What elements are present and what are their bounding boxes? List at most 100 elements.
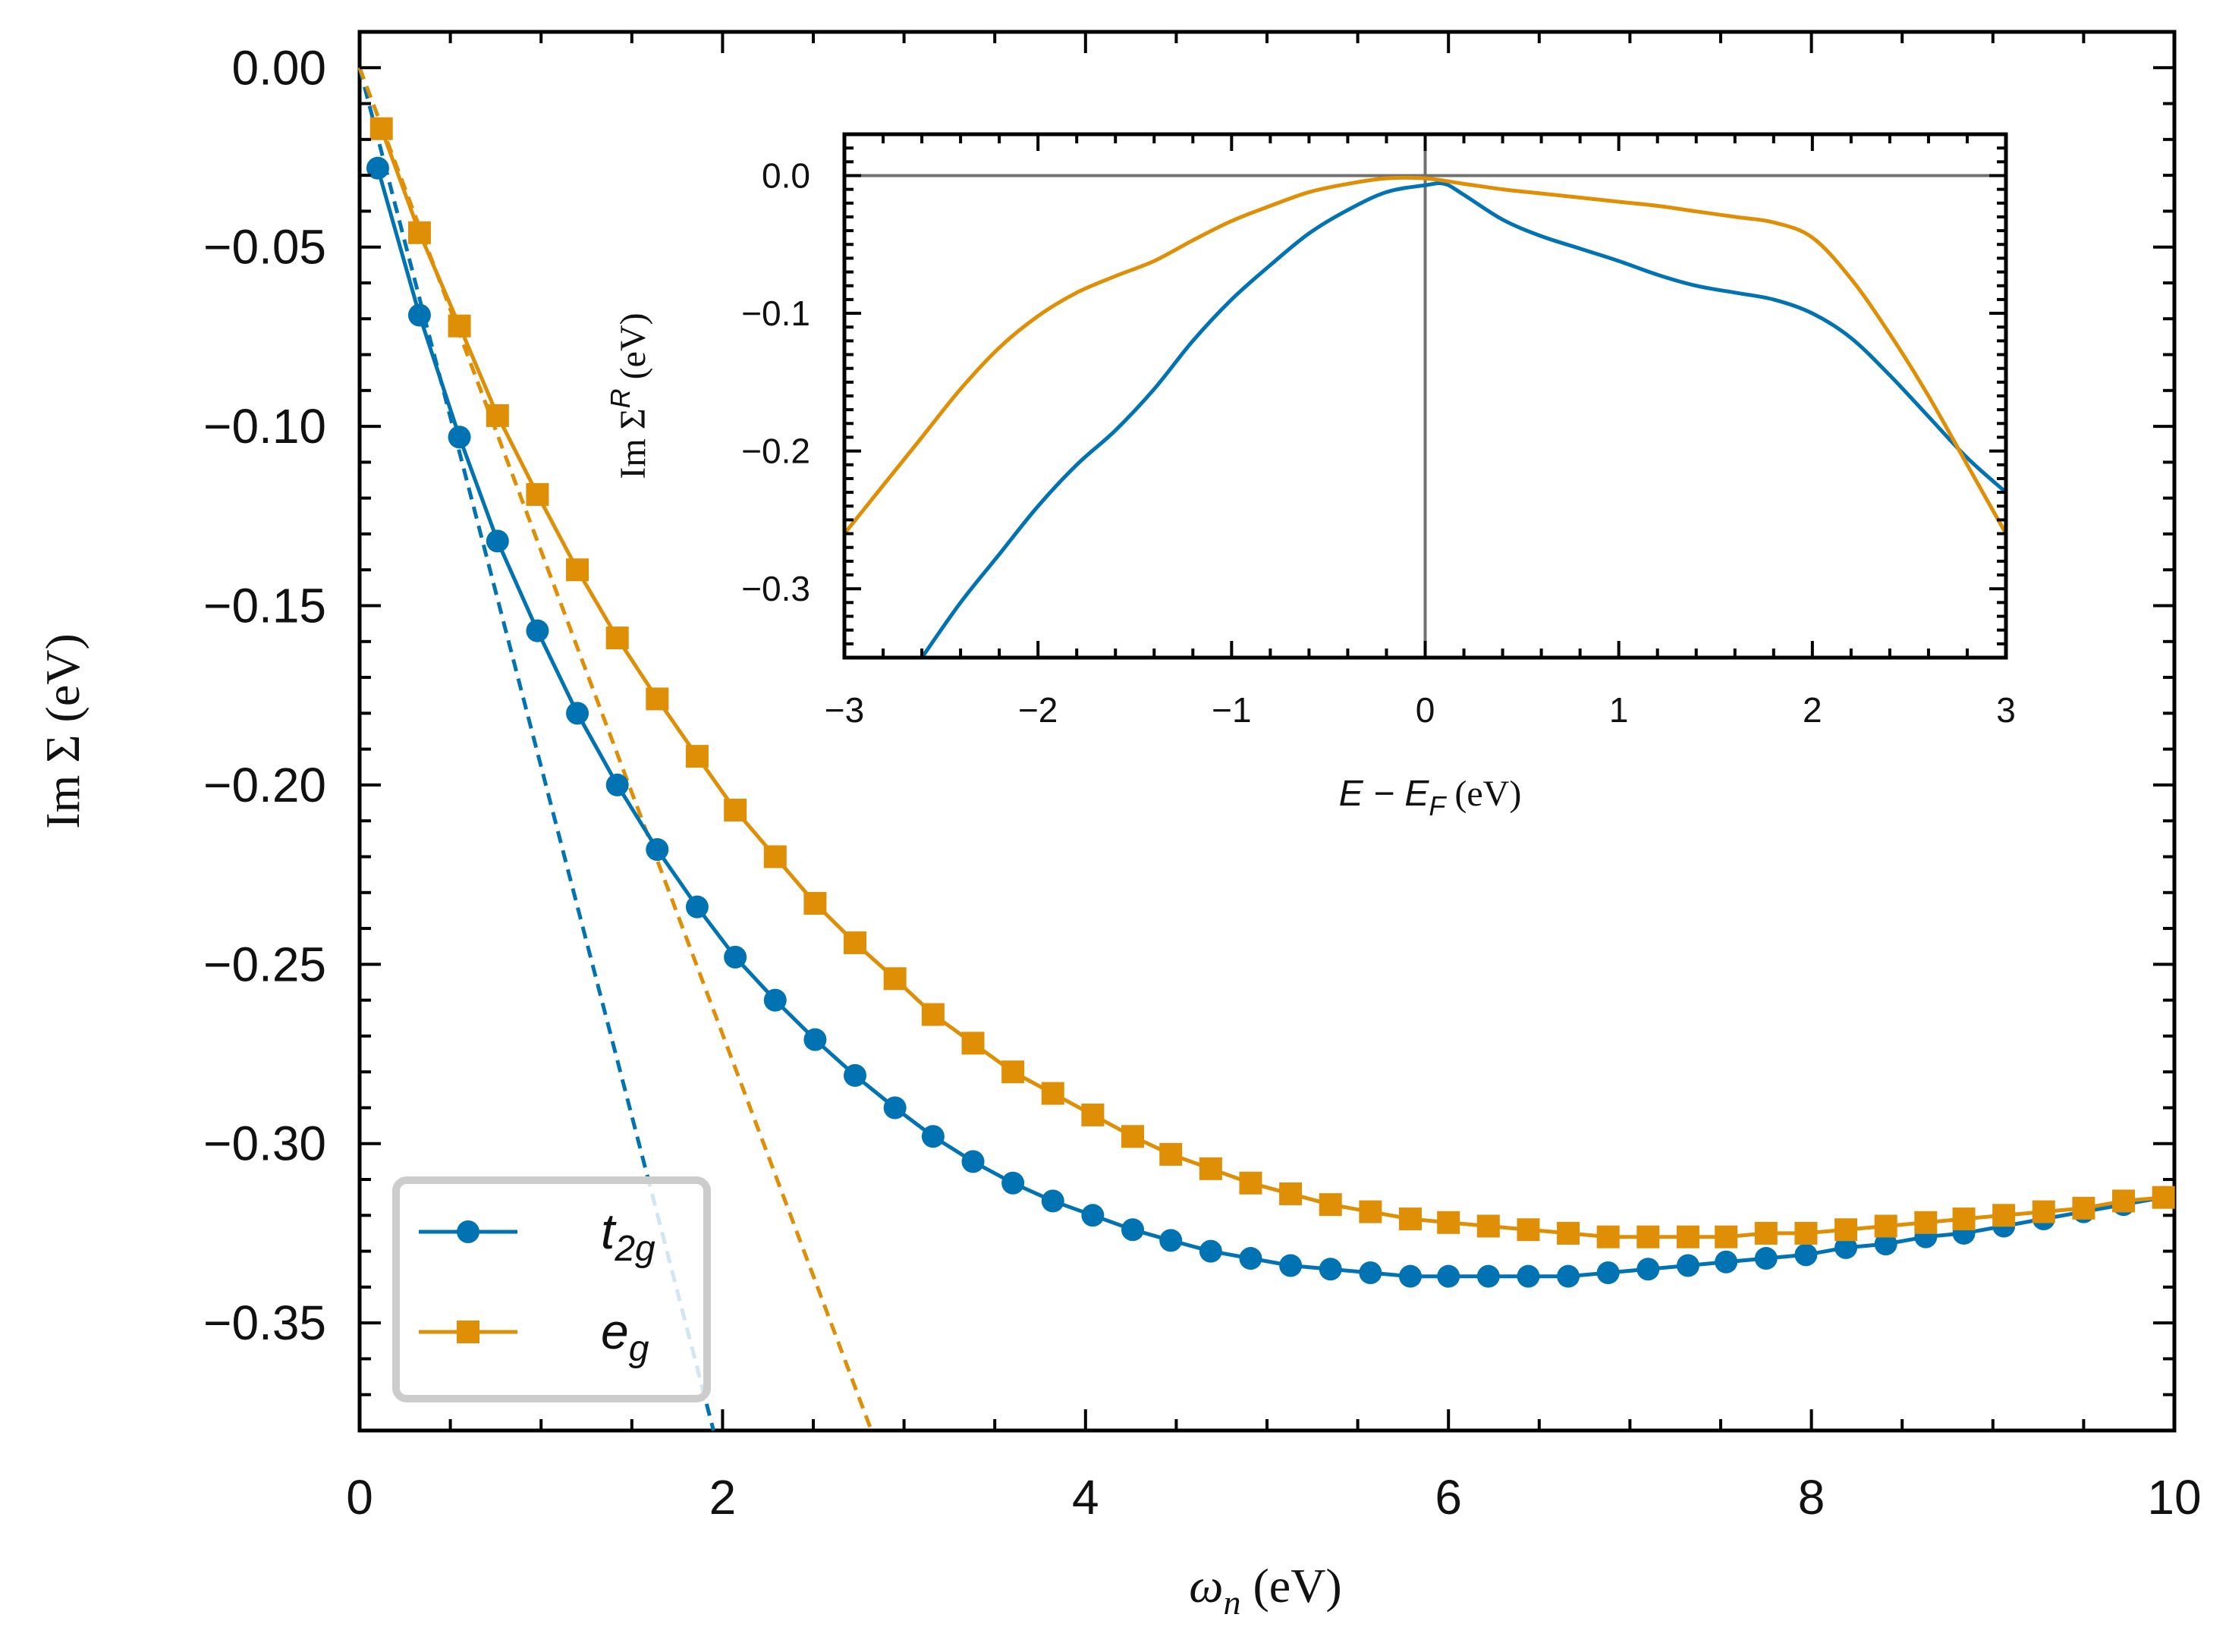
eg-point: [1834, 1218, 1858, 1242]
t2g-point: [1676, 1254, 1699, 1277]
t2g-point: [1319, 1258, 1342, 1281]
t2g-point: [566, 702, 589, 725]
eg-point: [1001, 1060, 1025, 1084]
eg-point: [883, 967, 907, 991]
t2g-point: [1834, 1236, 1858, 1259]
t2g-point: [646, 838, 669, 862]
main-x-tick-label: 4: [1072, 1470, 1099, 1525]
t2g-point: [883, 1096, 907, 1120]
eg-point: [369, 117, 393, 140]
t2g-point: [1596, 1261, 1620, 1284]
main-x-tick-label: 10: [2147, 1470, 2201, 1525]
main-y-tick-label: −0.35: [203, 1296, 326, 1350]
t2g-point: [1199, 1239, 1222, 1263]
eg-point: [1121, 1125, 1144, 1148]
eg-point: [605, 627, 629, 650]
eg-point: [1794, 1221, 1818, 1245]
t2g-point: [724, 945, 747, 969]
t2g-point: [921, 1125, 945, 1148]
main-x-tick-labels: 0 2 4 6 8 10: [346, 1470, 2201, 1525]
main-x-axis-symbol: ω: [1189, 1559, 1223, 1613]
inset-x-tick-label: 0: [1416, 690, 1435, 730]
inset-x-tick-label: −3: [825, 690, 864, 730]
t2g-point: [1517, 1264, 1540, 1288]
eg-point: [646, 687, 669, 711]
eg-point: [526, 482, 549, 506]
t2g-point: [1398, 1264, 1422, 1288]
inset-axes: −3 −2 −1 0 1 2 3 0.0 −0.1 −0.2 −0.3: [741, 132, 2016, 730]
eg-point: [1715, 1225, 1738, 1248]
eg-point: [1279, 1182, 1303, 1205]
main-y-tick-label: 0.00: [231, 40, 326, 95]
inset-y-tick-label: −0.1: [741, 294, 810, 333]
inset-y-tick-label: −0.3: [741, 569, 810, 608]
eg-point: [1359, 1200, 1382, 1223]
eg-point: [2152, 1186, 2175, 1209]
main-ticks: [358, 32, 2176, 1432]
eg-point: [1636, 1225, 1660, 1248]
inset-x-axis-main: E − E: [1339, 774, 1430, 814]
eg-point: [2032, 1200, 2055, 1223]
eg-point: [1676, 1225, 1699, 1248]
main-y-tick-label: −0.15: [203, 579, 326, 633]
t2g-point: [1041, 1189, 1064, 1213]
main-y-tick-label: −0.30: [203, 1117, 326, 1171]
eg-point: [724, 799, 747, 822]
inset-x-tick-label: 2: [1803, 690, 1822, 730]
main-x-axis-unit: (eV): [1240, 1559, 1341, 1613]
t2g-point: [1001, 1171, 1025, 1195]
main-y-tick-label: −0.25: [203, 937, 326, 991]
eg-point: [1041, 1082, 1064, 1105]
inset-x-tick-labels: −3 −2 −1 0 1 2 3: [825, 690, 2016, 730]
t2g-point: [844, 1063, 867, 1087]
inset-x-axis-unit: (eV): [1445, 774, 1521, 814]
inset-x-tick-label: −2: [1018, 690, 1058, 730]
legend-label-t2g: t2g: [601, 1203, 655, 1269]
eg-point: [961, 1032, 985, 1055]
eg-point: [803, 891, 827, 915]
eg-point: [407, 221, 431, 244]
t2g-point: [763, 988, 787, 1012]
t2g-series-line: [376, 168, 2165, 1279]
main-y-tick-label: −0.05: [203, 220, 326, 275]
eg-point: [1437, 1211, 1460, 1234]
eg-point: [566, 558, 589, 582]
eg-point: [1596, 1225, 1620, 1248]
eg-point: [1199, 1157, 1222, 1180]
t2g-point: [1874, 1233, 1897, 1256]
t2g-point: [366, 156, 389, 180]
eg-point: [1476, 1214, 1500, 1238]
main-x-axis-label: ωn (eV): [1189, 1559, 1341, 1622]
eg-point: [1992, 1204, 2016, 1227]
inset-x-axis-label: E − EF (eV): [1339, 774, 1522, 821]
main-y-tick-label: −0.10: [203, 399, 326, 454]
eg-point: [763, 845, 787, 868]
inset-ticks: [843, 133, 2007, 658]
t2g-point: [448, 426, 471, 449]
inset-series: [843, 175, 2008, 659]
main-x-axis-subscript: n: [1223, 1583, 1240, 1622]
inset-y-axis-label: Im ΣR (eV): [605, 312, 653, 479]
legend-marker-t2g: [457, 1220, 479, 1243]
main-y-tick-label: −0.20: [203, 758, 326, 812]
t2g-point: [1715, 1250, 1738, 1274]
eg-point: [1874, 1214, 1897, 1238]
eg-point: [1557, 1221, 1580, 1245]
inset-y-axis-superscript: R: [605, 388, 636, 408]
eg-point: [844, 931, 867, 954]
eg-point: [921, 1003, 945, 1026]
inset-x-tick-label: 1: [1609, 690, 1629, 730]
eg-point: [1081, 1103, 1105, 1126]
t2g-point: [1359, 1261, 1382, 1284]
legend-entry-t2g: t2g: [419, 1203, 655, 1269]
t2g-point: [605, 773, 629, 796]
eg-point: [486, 404, 509, 427]
t2g-point: [1081, 1204, 1105, 1227]
t2g-point: [685, 895, 709, 919]
t2g-point: [803, 1028, 827, 1051]
inset-zero-lines: [844, 134, 2006, 658]
eg-point: [1952, 1208, 1976, 1231]
main-x-tick-label: 6: [1435, 1470, 1462, 1525]
main-x-tick-label: 8: [1798, 1470, 1825, 1525]
